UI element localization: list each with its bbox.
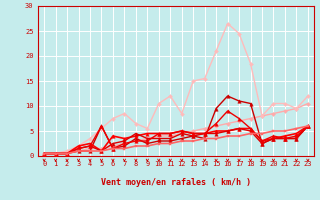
X-axis label: Vent moyen/en rafales ( km/h ): Vent moyen/en rafales ( km/h ) [101,178,251,187]
